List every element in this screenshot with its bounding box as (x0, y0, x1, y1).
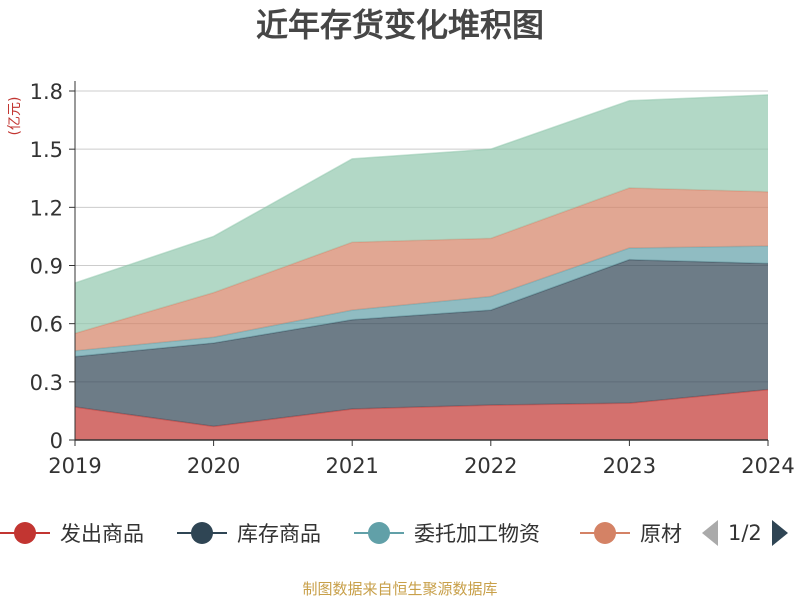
next-page-icon[interactable] (770, 518, 790, 548)
prev-page-icon[interactable] (700, 518, 720, 548)
legend: 发出商品 库存商品 委托加工物资 原材 (0, 515, 800, 551)
legend-label: 库存商品 (237, 522, 321, 546)
area-series-4 (75, 94, 768, 334)
legend-item[interactable]: 发出商品 (0, 515, 144, 551)
x-tick-label: 2023 (603, 454, 656, 478)
y-tick-label: 0.6 (30, 313, 63, 337)
y-tick-label: 0.3 (30, 371, 63, 395)
area-series (74, 94, 769, 440)
area-series-0 (75, 389, 768, 440)
legend-marker-icon (580, 522, 630, 544)
x-tick-label: 2024 (741, 454, 794, 478)
legend-items: 发出商品 库存商品 委托加工物资 原材 (0, 515, 684, 551)
series-line-4 (74, 94, 769, 284)
legend-marker-icon (354, 522, 404, 544)
area-series-3 (75, 187, 768, 351)
chart-title: 近年存货变化堆积图 (256, 6, 544, 44)
legend-label: 发出商品 (60, 522, 144, 546)
x-tick-label: 2019 (48, 454, 101, 478)
legend-label: 原材 (640, 522, 682, 546)
x-tick-label: 2022 (464, 454, 517, 478)
legend-label: 委托加工物资 (414, 522, 540, 546)
legend-page-indicator: 1/2 (728, 521, 762, 545)
legend-marker-icon (177, 522, 227, 544)
x-tick-label: 2020 (187, 454, 240, 478)
area-series-1 (75, 259, 768, 427)
y-tick-label: 1.2 (30, 196, 63, 220)
legend-item[interactable]: 原材 (580, 515, 682, 551)
y-tick-label: 1.5 (30, 138, 63, 162)
y-tick-label: 0.9 (30, 255, 63, 279)
y-tick-label: 1.8 (30, 80, 63, 104)
legend-marker-icon (0, 522, 50, 544)
y-tick-label: 0 (50, 429, 63, 453)
legend-item[interactable]: 委托加工物资 (354, 515, 540, 551)
legend-item[interactable]: 库存商品 (177, 515, 321, 551)
axes: 0 0.3 0.6 0.9 1.2 1.5 1.8 2019 2020 2021 2022 2023 2… (30, 80, 795, 478)
x-tick-label: 2021 (325, 454, 378, 478)
y-unit-label: (亿元) (7, 97, 23, 136)
area-series-2 (75, 246, 768, 357)
source-note: 制图数据来自恒生聚源数据库 (302, 580, 498, 598)
legend-pager: 1/2 (700, 515, 790, 551)
